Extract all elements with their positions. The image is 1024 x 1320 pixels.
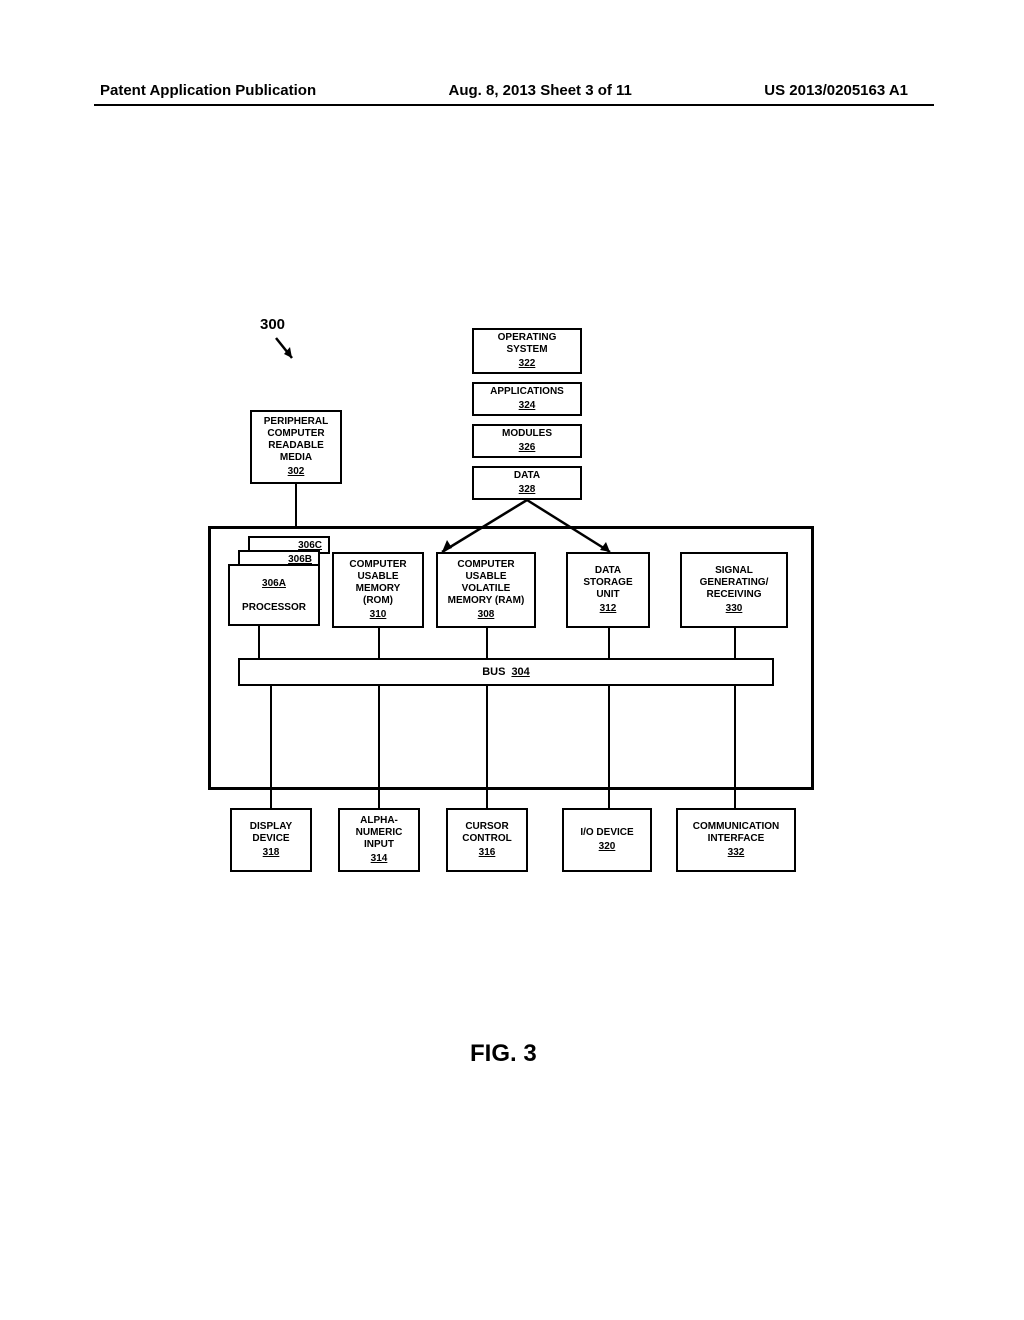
- system-diagram: 300 OPERATING SYSTEM 322 APPLICATIONS 32…: [200, 310, 820, 950]
- box-modules: MODULES 326: [472, 424, 582, 458]
- connector-proc-bus: [258, 626, 260, 658]
- box-applications: APPLICATIONS 324: [472, 382, 582, 416]
- figure-label: FIG. 3: [470, 1040, 537, 1068]
- connector-bus-comm: [734, 686, 736, 810]
- connector-storage-bus: [608, 628, 610, 658]
- box-cursor: CURSOR CONTROL 316: [446, 808, 528, 872]
- box-rom: COMPUTER USABLE MEMORY (ROM) 310: [332, 552, 424, 628]
- connector-peripheral: [295, 484, 297, 526]
- connector-ram-bus: [486, 628, 488, 658]
- box-data: DATA 328: [472, 466, 582, 500]
- box-comm: COMMUNICATION INTERFACE 332: [676, 808, 796, 872]
- box-io: I/O DEVICE 320: [562, 808, 652, 872]
- connector-bus-cursor: [486, 686, 488, 810]
- header-rule: [94, 104, 934, 106]
- box-display: DISPLAY DEVICE 318: [230, 808, 312, 872]
- box-alphanum: ALPHA- NUMERIC INPUT 314: [338, 808, 420, 872]
- connector-rom-bus: [378, 628, 380, 658]
- ref-label-300: 300: [260, 316, 285, 333]
- page-header: Patent Application Publication Aug. 8, 2…: [0, 82, 1024, 99]
- connector-bus-alphanum: [378, 686, 380, 810]
- connector-bus-display: [270, 686, 272, 810]
- connector-data-branch: [430, 500, 630, 556]
- header-left: Patent Application Publication: [100, 82, 316, 99]
- header-center: Aug. 8, 2013 Sheet 3 of 11: [448, 82, 631, 99]
- box-signal: SIGNAL GENERATING/ RECEIVING 330: [680, 552, 788, 628]
- connector-bus-io: [608, 686, 610, 810]
- box-peripheral-media: PERIPHERAL COMPUTER READABLE MEDIA 302: [250, 410, 342, 484]
- box-ram: COMPUTER USABLE VOLATILE MEMORY (RAM) 30…: [436, 552, 536, 628]
- box-storage: DATA STORAGE UNIT 312: [566, 552, 650, 628]
- box-bus: BUS 304: [238, 658, 774, 686]
- header-right: US 2013/0205163 A1: [764, 82, 908, 99]
- ref-arrow-icon: [270, 334, 300, 364]
- connector-signal-bus: [734, 628, 736, 658]
- box-processor-a: 306A PROCESSOR: [228, 564, 320, 626]
- box-os: OPERATING SYSTEM 322: [472, 328, 582, 374]
